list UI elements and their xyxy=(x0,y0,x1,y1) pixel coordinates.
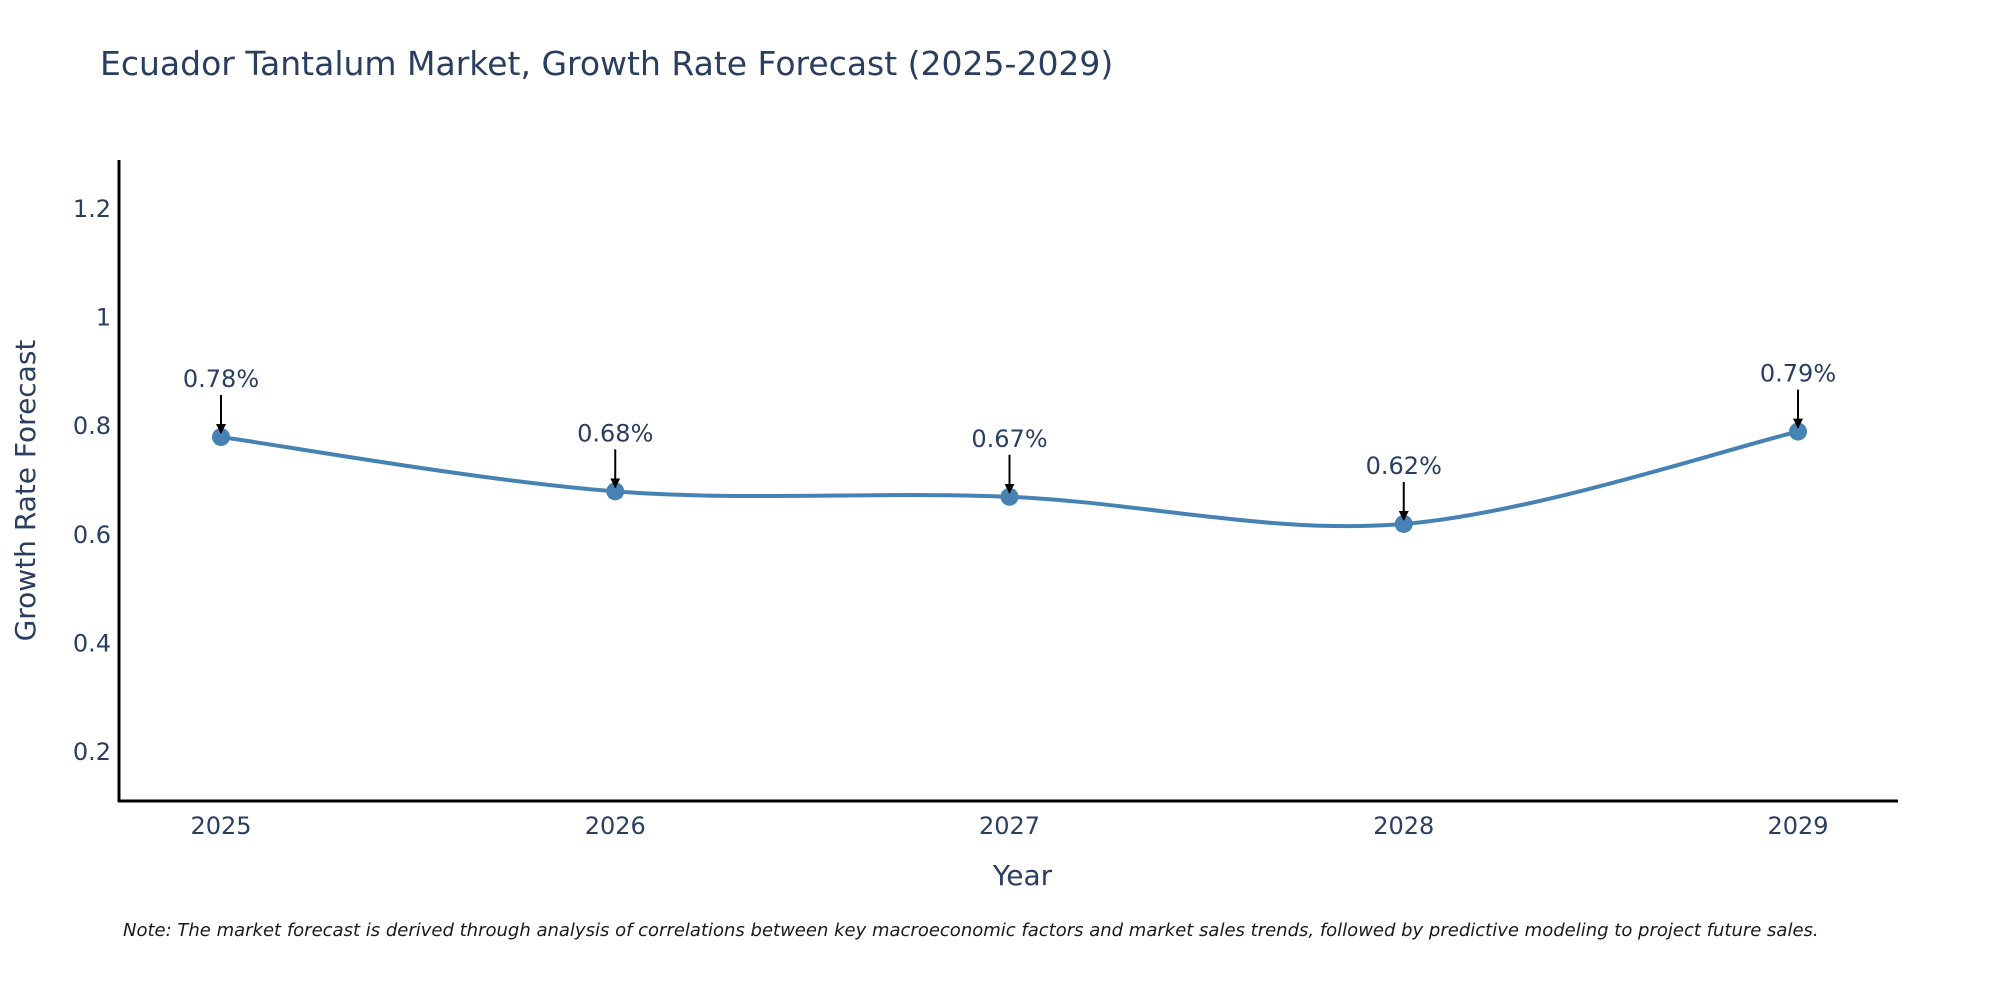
data-label: 0.62% xyxy=(1366,452,1442,480)
footnote: Note: The market forecast is derived thr… xyxy=(123,920,1819,941)
y-axis: 0.2 0.4 0.6 0.8 1 1.2 xyxy=(73,160,121,802)
chart-title: Ecuador Tantalum Market, Growth Rate For… xyxy=(100,44,1114,83)
y-tick-label: 1 xyxy=(96,304,111,332)
x-tick-label: 2025 xyxy=(190,812,251,840)
y-tick-label: 0.2 xyxy=(73,738,111,766)
y-tick-label: 0.8 xyxy=(73,412,111,440)
data-label: 0.78% xyxy=(183,365,259,393)
x-tick-label: 2029 xyxy=(1767,812,1828,840)
data-label: 0.79% xyxy=(1760,360,1836,388)
x-tick-label: 2026 xyxy=(585,812,646,840)
data-label: 0.67% xyxy=(971,425,1047,453)
y-axis-title: Growth Rate Forecast xyxy=(9,340,42,642)
x-axis: 2025 2026 2027 2028 2029 xyxy=(118,799,1898,840)
x-axis-title: Year xyxy=(992,859,1053,892)
data-label: 0.68% xyxy=(577,419,653,447)
y-tick-label: 0.4 xyxy=(73,629,111,657)
y-tick-label: 0.6 xyxy=(73,521,111,549)
x-tick-label: 2027 xyxy=(979,812,1040,840)
y-tick-label: 1.2 xyxy=(73,195,111,223)
x-tick-label: 2028 xyxy=(1373,812,1434,840)
data-labels: 0.78% 0.68% 0.67% 0.62% 0.79% xyxy=(183,360,1836,521)
